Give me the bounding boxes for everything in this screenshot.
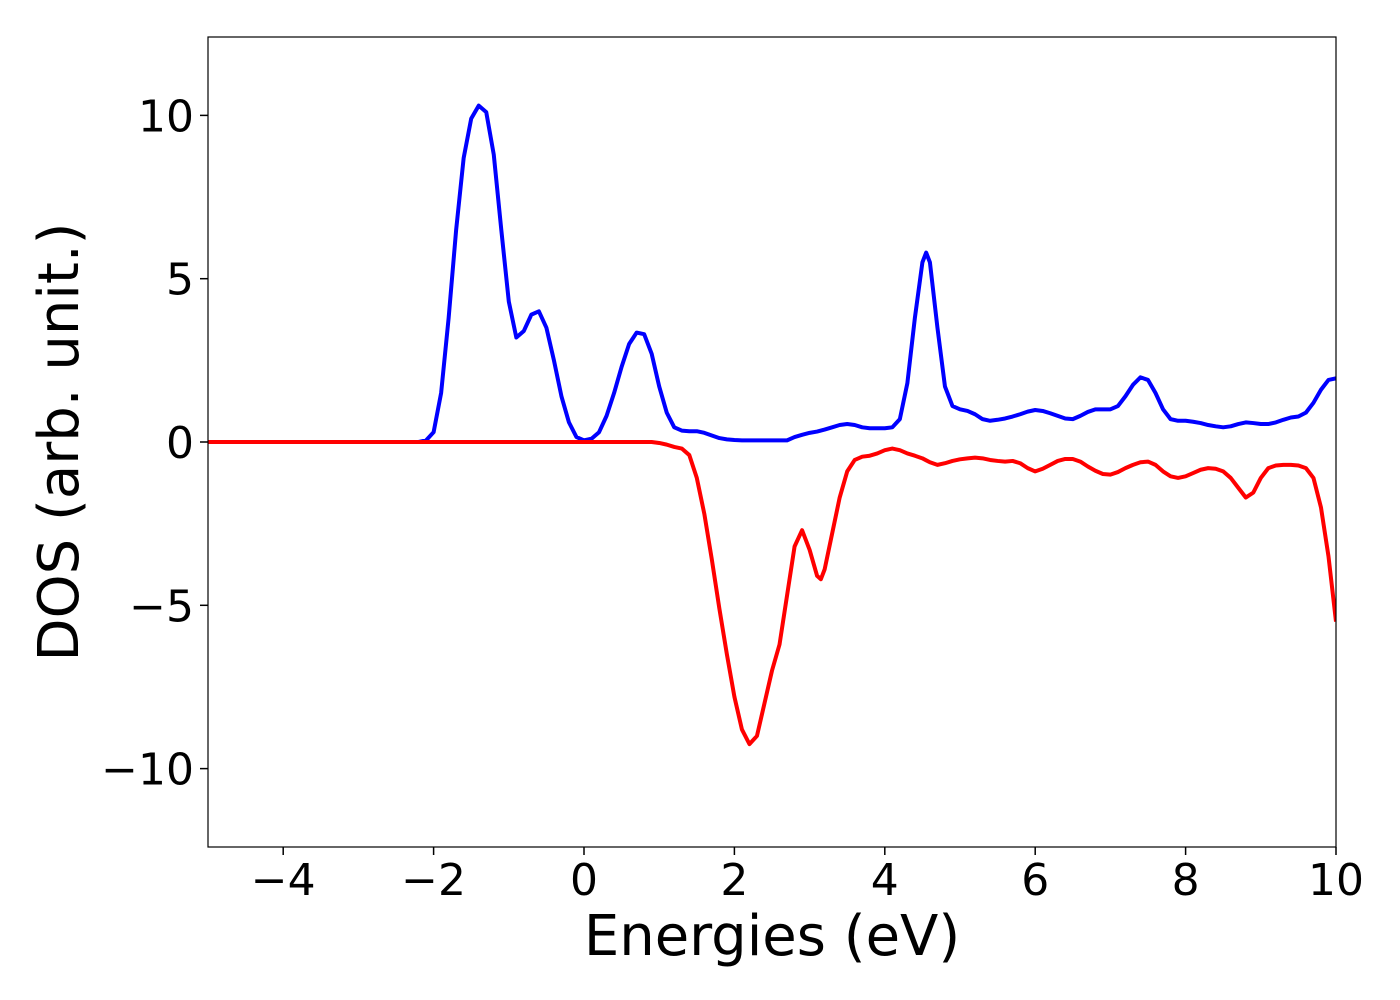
x-axis-label: Energies (eV) [584,904,960,969]
x-tick-label: −4 [251,855,316,906]
x-tick-label: 4 [871,855,899,906]
y-tick-label: 0 [166,418,194,469]
x-tick-label: 6 [1021,855,1049,906]
y-tick-label: −10 [101,745,194,796]
y-axis-label: DOS (arb. unit.) [27,222,92,661]
y-tick-label: 10 [138,91,194,142]
x-tick-label: 8 [1172,855,1200,906]
x-tick-label: −2 [401,855,466,906]
series-line [208,440,1336,747]
series-line [208,103,1336,444]
x-tick-label: 0 [570,855,598,906]
x-tick-label: 2 [720,855,748,906]
x-tick-label: 10 [1308,855,1364,906]
y-tick-label: 5 [166,255,194,306]
plot-frame [207,36,1337,848]
y-tick-label: −5 [129,581,194,632]
